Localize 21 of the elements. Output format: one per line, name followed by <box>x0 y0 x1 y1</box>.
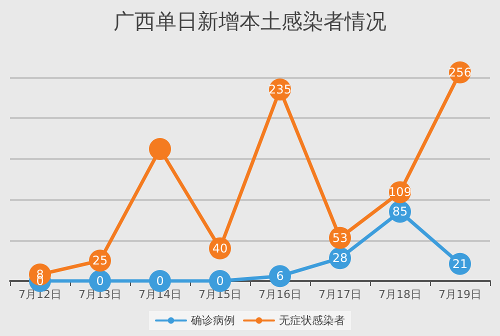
x-tick-label: 7月18日 <box>378 288 422 301</box>
legend-label: 确诊病例 <box>190 314 235 327</box>
data-label: 0 <box>96 274 104 288</box>
data-label: 25 <box>92 254 108 268</box>
data-label: 21 <box>452 256 468 271</box>
data-label: 53 <box>332 230 348 245</box>
legend-label: 无症状感染者 <box>279 314 345 327</box>
data-label: 28 <box>332 251 348 266</box>
chart-title: 广西单日新增本土感染者情况 <box>114 10 386 34</box>
data-label: 109 <box>388 185 412 200</box>
x-tick-label: 7月17日 <box>318 288 362 301</box>
point <box>149 138 171 160</box>
data-label: 235 <box>268 82 292 97</box>
data-label: 40 <box>212 241 228 256</box>
x-tick-label: 7月19日 <box>438 288 482 301</box>
data-label: 0 <box>216 274 224 288</box>
data-label: 6 <box>276 269 284 284</box>
data-label: 0 <box>156 274 164 288</box>
x-tick-label: 7月16日 <box>258 288 302 301</box>
data-label: 256 <box>448 65 472 80</box>
data-label: 85 <box>392 204 408 219</box>
